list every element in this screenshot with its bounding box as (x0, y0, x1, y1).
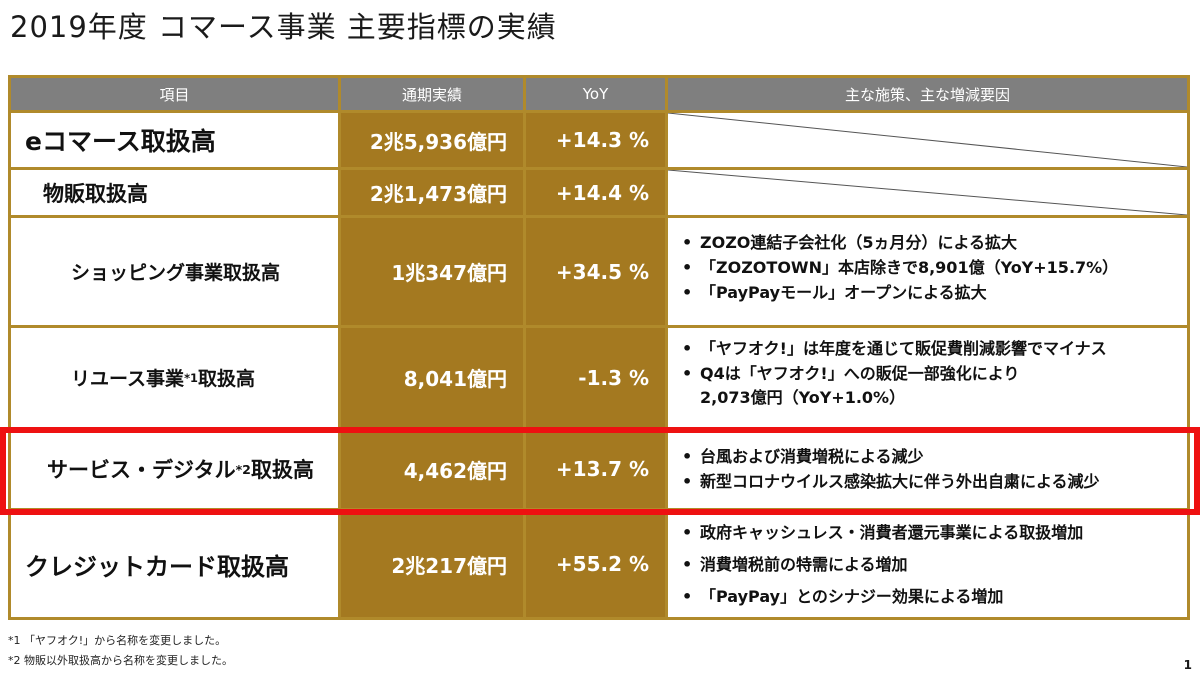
row-buppan-label: 物販取扱高 (11, 170, 338, 215)
label-main: サービス・デジタル (47, 458, 236, 482)
diagonal-line (668, 113, 1187, 167)
diagonal-line (668, 170, 1187, 215)
row-credit-card-annual: 2兆217億円 (341, 511, 523, 617)
header-annual: 通期実績 (341, 78, 523, 110)
row-credit-card-yoy: +55.2 % (526, 511, 665, 617)
footnote-marker: *1 (184, 370, 198, 385)
note-continuation: 2,073億円（YoY+1.0%） (700, 388, 906, 407)
note-item: 「ZOZOTOWN」本店除きで8,901億（YoY+15.7%） (682, 255, 1187, 280)
row-ecommerce-annual: 2兆5,936億円 (341, 113, 523, 167)
row-ecommerce-label: eコマース取扱高 (11, 113, 338, 167)
row-shopping-label: ショッピング事業取扱高 (11, 218, 338, 325)
note-item: 「PayPay」とのシナジー効果による増加 (682, 581, 1187, 613)
footnote-1: *1 「ヤフオク!」から名称を変更しました。 (8, 634, 227, 647)
row-buppan-annual: 2兆1,473億円 (341, 170, 523, 215)
row-buppan-yoy: +14.4 % (526, 170, 665, 215)
note-item: 「PayPayモール」オープンによる拡大 (682, 280, 1187, 305)
footnote-marker: *2 (235, 461, 251, 477)
row-reuse-annual: 8,041億円 (341, 328, 523, 427)
row-ecommerce-yoy: +14.3 % (526, 113, 665, 167)
header-measures: 主な施策、主な増減要因 (668, 78, 1187, 110)
row-buppan-notes-empty (668, 170, 1187, 215)
label-tail: 取扱高 (250, 458, 314, 482)
row-reuse-yoy: -1.3 % (526, 328, 665, 427)
label-tail: 取扱高 (197, 368, 255, 390)
header-item: 項目 (11, 78, 338, 110)
footnote-2: *2 物販以外取扱高から名称を変更しました。 (8, 654, 233, 667)
row-shopping-yoy: +34.5 % (526, 218, 665, 325)
note-item: 「ヤフオク!」は年度を通じて販促費削減影響でマイナス (682, 336, 1187, 361)
row-reuse-notes: 「ヤフオク!」は年度を通じて販促費削減影響でマイナス Q4は「ヤフオク!」への販… (668, 328, 1187, 427)
label-main: リユース事業 (71, 368, 185, 390)
note-item: 新型コロナウイルス感染拡大に伴う外出自粛による減少 (682, 469, 1187, 494)
note-item: 消費増税前の特需による増加 (682, 549, 1187, 581)
note-item: 政府キャッシュレス・消費者還元事業による取扱増加 (682, 517, 1187, 549)
note-item: Q4は「ヤフオク!」への販促一部強化により (682, 361, 1187, 386)
row-credit-card-label: クレジットカード取扱高 (11, 511, 338, 617)
row-reuse-label: リユース事業 *1 取扱高 (11, 328, 338, 427)
page-number: 1 (1183, 658, 1192, 672)
note-item: 台風および消費増税による減少 (682, 444, 1187, 469)
row-service-digital-annual: 4,462億円 (341, 430, 523, 508)
row-credit-card-notes: 政府キャッシュレス・消費者還元事業による取扱増加 消費増税前の特需による増加 「… (668, 511, 1187, 617)
row-service-digital-yoy: +13.7 % (526, 430, 665, 508)
row-service-digital-notes: 台風および消費増税による減少 新型コロナウイルス感染拡大に伴う外出自粛による減少 (668, 430, 1187, 508)
kpi-table: 項目 通期実績 YoY 主な施策、主な増減要因 eコマース取扱高 2兆5,936… (8, 75, 1190, 620)
row-shopping-notes: ZOZO連結子会社化（5ヵ月分）による拡大 「ZOZOTOWN」本店除きで8,9… (668, 218, 1187, 325)
note-item: ZOZO連結子会社化（5ヵ月分）による拡大 (682, 230, 1187, 255)
page-title: 2019年度 コマース事業 主要指標の実績 (10, 10, 557, 44)
row-ecommerce-notes-empty (668, 113, 1187, 167)
row-service-digital-label: サービス・デジタル *2 取扱高 (11, 430, 338, 508)
header-yoy: YoY (526, 78, 665, 110)
row-shopping-annual: 1兆347億円 (341, 218, 523, 325)
